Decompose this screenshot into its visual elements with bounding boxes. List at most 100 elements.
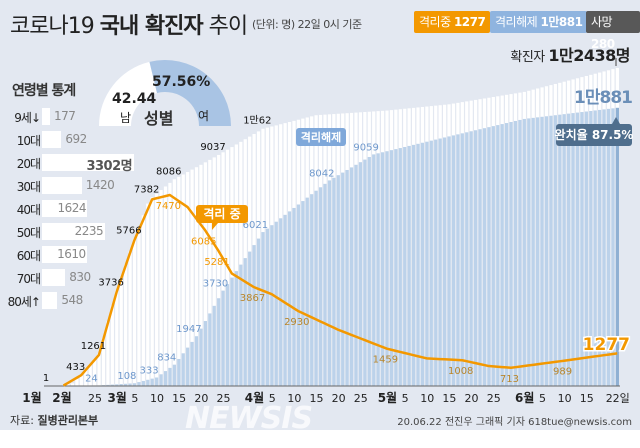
- confirmed-bar: [203, 162, 207, 386]
- age-value: 177: [54, 109, 76, 123]
- x-tick-label: 5월: [378, 390, 397, 405]
- x-tick-label: 22일: [606, 391, 630, 405]
- confirmed-bar: [199, 164, 203, 386]
- released-bar: [208, 313, 212, 386]
- x-tick-label: 6월: [515, 390, 534, 405]
- released-bar: [571, 113, 575, 386]
- confirmed-bar: [128, 251, 132, 386]
- isolated-tag-pointer: [212, 223, 218, 230]
- x-tick-label: 5: [269, 392, 276, 405]
- x-tick-label: 25: [354, 392, 368, 405]
- confirmed-total: 확진자 1만2438명: [510, 46, 630, 65]
- released-bar: [398, 148, 402, 386]
- gender-female-slice: [149, 60, 231, 126]
- confirmed-bar: [212, 157, 216, 386]
- age-stats-title: 연령별 통계: [12, 83, 76, 99]
- x-tick-label: 10: [150, 392, 164, 405]
- confirmed-bar: [84, 369, 88, 386]
- age-bar: [42, 131, 62, 148]
- released-bar: [589, 110, 593, 387]
- released-bar: [248, 251, 252, 386]
- released-bar: [119, 384, 123, 386]
- confirmed-bar: [141, 215, 145, 386]
- released-bar: [500, 124, 504, 386]
- released-bar: [478, 129, 482, 386]
- released-bar: [389, 150, 394, 386]
- confirmed-bar: [88, 364, 92, 386]
- age-label: 40대: [16, 203, 41, 217]
- released-bar: [190, 341, 194, 386]
- released-label: 6021: [243, 220, 268, 231]
- age-label: 9세↓: [14, 111, 41, 125]
- legend-deaths: 사망 280: [586, 11, 640, 51]
- released-bar: [482, 128, 487, 386]
- released-bar: [341, 172, 345, 386]
- legend-released: 격리해제 1만881: [490, 11, 588, 33]
- isolated-label: 7470: [156, 201, 181, 212]
- released-bar: [252, 245, 256, 386]
- released-bar: [203, 321, 207, 386]
- recovery-rate-tag: [556, 124, 632, 146]
- confirmed-bar: [79, 374, 83, 386]
- released-bar: [411, 144, 416, 386]
- confirmed-bar: [181, 174, 185, 386]
- isolated-line: [62, 193, 618, 387]
- recovery-rate-pointer: [612, 117, 620, 124]
- confirmed-bar: [97, 353, 101, 386]
- age-value: 548: [61, 293, 83, 307]
- released-bar: [318, 187, 323, 386]
- released-bar: [522, 118, 526, 387]
- released-bar: [163, 371, 168, 386]
- confirmed-bar: [217, 154, 221, 386]
- released-bar: [115, 384, 119, 386]
- released-tag-label: 격리해제: [301, 130, 341, 144]
- released-bar: [562, 114, 566, 386]
- x-tick-label: 5: [539, 392, 546, 405]
- confirmed-label: 7382: [134, 184, 159, 195]
- x-tick-label: 25: [216, 392, 230, 405]
- released-label: 333: [139, 365, 158, 376]
- page-title: 코로나19 국내 확진자 추이: [10, 14, 248, 39]
- released-bar: [296, 204, 301, 386]
- x-tick-label: 15: [310, 392, 324, 405]
- confirmed-label: 1261: [81, 341, 106, 352]
- released-bar: [332, 177, 336, 386]
- released-bar: [544, 116, 549, 386]
- age-bar: [42, 200, 88, 217]
- released-bar: [540, 116, 544, 386]
- x-tick-label: 25: [88, 392, 102, 405]
- isolated-label: 713: [500, 374, 519, 385]
- recovery-rate: 완치율 87.5%: [555, 127, 634, 142]
- confirmed-bar: [75, 379, 79, 386]
- watermark-logo: NEWSIS: [185, 401, 313, 431]
- age-bar: [42, 154, 135, 171]
- confirmed-label: 433: [66, 362, 85, 373]
- released-label: 1947: [176, 324, 201, 335]
- chart: 42.44 남 57.56% 여 성별 1 433 1261 3736 5766 7382 8086 9…: [22, 58, 634, 405]
- age-bar: [42, 246, 88, 263]
- confirmed-bar: [234, 144, 238, 386]
- age-label: 60대: [16, 249, 41, 263]
- age-value: 830: [69, 270, 91, 284]
- confirmed-bar: [93, 359, 97, 386]
- confirmed-label: 9037: [200, 142, 225, 153]
- confirmed-bar: [124, 264, 128, 386]
- released-bar: [128, 383, 132, 386]
- released-bar: [593, 110, 597, 387]
- released-bar: [168, 367, 172, 386]
- released-bar: [615, 107, 619, 386]
- released-bar: [553, 115, 557, 387]
- confirmed-bar: [208, 159, 212, 386]
- age-bar: [42, 223, 105, 240]
- confirmed-bar: [186, 172, 190, 386]
- released-bar: [487, 127, 491, 386]
- released-bar: [265, 228, 270, 386]
- isolated-label: 6085: [191, 236, 216, 247]
- released-bar: [150, 378, 154, 386]
- released-bar: [354, 164, 358, 386]
- confirmed-bar: [194, 167, 199, 386]
- released-bar: [434, 139, 438, 386]
- x-tick-label: 10: [558, 392, 572, 405]
- gender-title: 성별: [144, 109, 173, 128]
- released-bar: [416, 143, 420, 386]
